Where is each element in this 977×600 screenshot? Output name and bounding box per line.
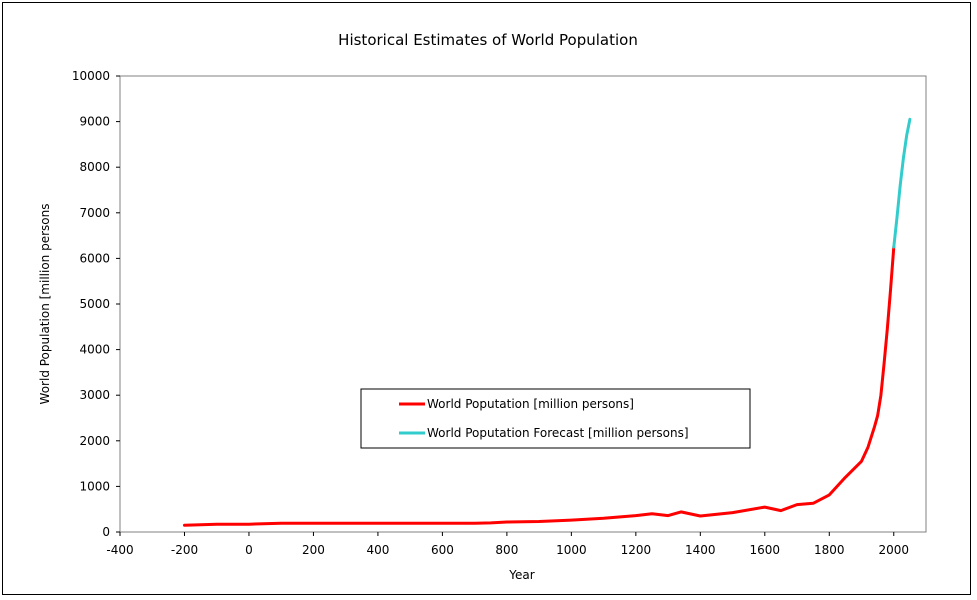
x-tick-label: 1600 bbox=[750, 543, 781, 557]
x-tick-label: 2000 bbox=[878, 543, 909, 557]
y-tick-label: 7000 bbox=[79, 206, 110, 220]
legend: World Poputation [million persons] World… bbox=[360, 388, 751, 449]
plot-area bbox=[119, 75, 927, 533]
y-tick-label: 8000 bbox=[79, 160, 110, 174]
x-tick-label: 800 bbox=[495, 543, 518, 557]
y-tick-label: 0 bbox=[102, 525, 110, 539]
y-axis-label: World Population [million persons bbox=[38, 204, 52, 405]
y-axis: 0 1000 2000 3000 4000 5000 6000 7000 8000 9000 100… bbox=[72, 69, 120, 539]
x-tick-label: 400 bbox=[366, 543, 389, 557]
legend-label-forecast: World Poputation Forecast [million perso… bbox=[427, 426, 689, 440]
y-tick-label: 10000 bbox=[72, 69, 110, 83]
y-tick-label: 5000 bbox=[79, 297, 110, 311]
y-tick-label: 2000 bbox=[79, 434, 110, 448]
y-tick-label: 1000 bbox=[79, 479, 110, 493]
x-tick-label: -200 bbox=[171, 543, 198, 557]
y-tick-label: 6000 bbox=[79, 251, 110, 265]
legend-box bbox=[360, 388, 751, 449]
legend-label-historical: World Poputation [million persons] bbox=[427, 397, 634, 411]
x-tick-label: 1000 bbox=[556, 543, 587, 557]
chart-title: Historical Estimates of World Population bbox=[338, 31, 638, 49]
x-tick-label: 1800 bbox=[814, 543, 845, 557]
series-line-forecast bbox=[892, 117, 912, 249]
x-tick-label: 600 bbox=[431, 543, 454, 557]
x-tick-label: 0 bbox=[245, 543, 253, 557]
y-tick-label: 3000 bbox=[79, 388, 110, 402]
x-tick-label: 1400 bbox=[685, 543, 716, 557]
series-layer bbox=[183, 117, 912, 527]
x-axis: -400 -200 0 200 400 600 800 1000 1200 1400 1600 180… bbox=[106, 532, 909, 557]
x-tick-label: 1200 bbox=[621, 543, 652, 557]
series-line-historical bbox=[183, 245, 896, 527]
x-tick-label: 200 bbox=[302, 543, 325, 557]
x-axis-label: Year bbox=[508, 568, 534, 582]
x-tick-label: -400 bbox=[106, 543, 133, 557]
y-tick-label: 4000 bbox=[79, 343, 110, 357]
y-tick-label: 9000 bbox=[79, 115, 110, 129]
